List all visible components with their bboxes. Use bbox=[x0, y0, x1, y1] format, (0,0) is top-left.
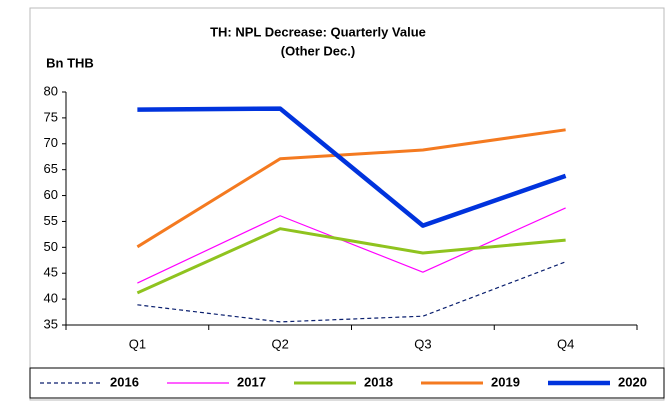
series-line bbox=[137, 261, 566, 323]
y-tick-label: 60 bbox=[44, 187, 58, 202]
y-tick-label: 70 bbox=[44, 135, 58, 150]
y-tick-label: 45 bbox=[44, 265, 58, 280]
legend-box bbox=[29, 367, 665, 399]
y-tick-label: 80 bbox=[44, 83, 58, 98]
chart-title: TH: NPL Decrease: Quarterly Value bbox=[210, 24, 426, 39]
y-tick-label: 50 bbox=[44, 239, 58, 254]
x-tick-label: Q2 bbox=[271, 336, 288, 351]
y-tick-label: 65 bbox=[44, 161, 58, 176]
y-tick-label: 75 bbox=[44, 109, 58, 124]
legend-label: 2016 bbox=[110, 374, 139, 389]
y-axis-label: Bn THB bbox=[46, 55, 94, 70]
series-line bbox=[136, 227, 566, 295]
chart-subtitle: (Other Dec.) bbox=[281, 43, 355, 58]
x-tick-label: Q4 bbox=[557, 336, 574, 351]
legend-label: 2017 bbox=[237, 374, 266, 389]
y-tick-label: 40 bbox=[44, 291, 58, 306]
y-tick-label: 35 bbox=[44, 316, 58, 331]
series-line bbox=[137, 106, 567, 228]
x-tick-label: Q1 bbox=[129, 336, 146, 351]
y-tick-label: 55 bbox=[44, 213, 58, 228]
legend-label: 2019 bbox=[491, 374, 520, 389]
series-line bbox=[136, 128, 566, 249]
series-line bbox=[137, 207, 566, 284]
legend-label: 2020 bbox=[618, 374, 647, 389]
legend-label: 2018 bbox=[364, 374, 393, 389]
chart-frame bbox=[29, 7, 665, 401]
x-tick-label: Q3 bbox=[414, 336, 431, 351]
